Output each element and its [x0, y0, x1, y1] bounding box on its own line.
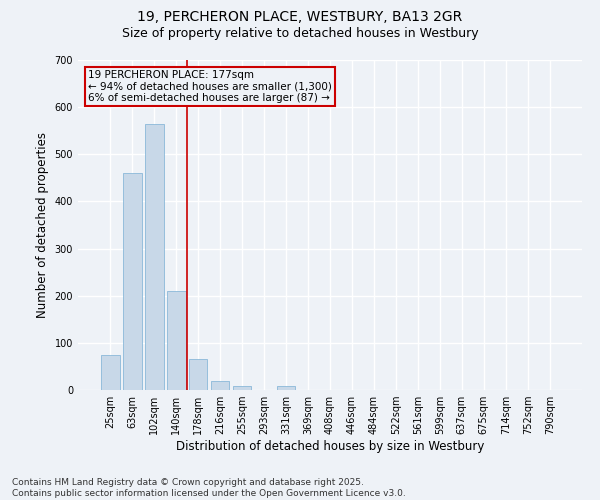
Bar — [101, 354, 119, 390]
X-axis label: Distribution of detached houses by size in Westbury: Distribution of detached houses by size … — [176, 440, 484, 453]
Bar — [233, 386, 251, 390]
Text: 19 PERCHERON PLACE: 177sqm
← 94% of detached houses are smaller (1,300)
6% of se: 19 PERCHERON PLACE: 177sqm ← 94% of deta… — [88, 70, 332, 103]
Text: 19, PERCHERON PLACE, WESTBURY, BA13 2GR: 19, PERCHERON PLACE, WESTBURY, BA13 2GR — [137, 10, 463, 24]
Bar — [123, 173, 142, 390]
Bar — [189, 360, 208, 390]
Bar — [211, 380, 229, 390]
Text: Contains HM Land Registry data © Crown copyright and database right 2025.
Contai: Contains HM Land Registry data © Crown c… — [12, 478, 406, 498]
Text: Size of property relative to detached houses in Westbury: Size of property relative to detached ho… — [122, 28, 478, 40]
Bar — [167, 291, 185, 390]
Bar — [277, 386, 295, 390]
Y-axis label: Number of detached properties: Number of detached properties — [36, 132, 49, 318]
Bar — [145, 124, 164, 390]
